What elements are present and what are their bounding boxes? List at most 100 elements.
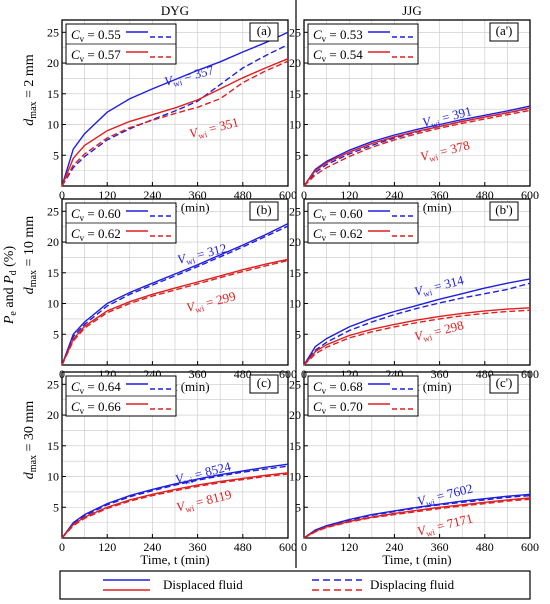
plot-frame	[61, 19, 289, 187]
series-blue-solid	[61, 463, 289, 539]
y-tick-label: 10	[289, 297, 301, 311]
cv-legend-text: Cv = 0.54	[313, 47, 363, 64]
vwi-annotation: Vwi = 391	[421, 103, 474, 132]
row-label-2mm: dmax = 2 mm	[22, 54, 39, 126]
y-tick-label: 15	[47, 266, 59, 280]
series-blue-solid	[61, 31, 289, 187]
y-tick-label: 20	[289, 408, 301, 422]
y-tick-label: 25	[289, 25, 301, 39]
panel-id-label: (c)	[257, 375, 271, 390]
vwi-annotation: Vwi = 299	[185, 288, 238, 317]
vwi-annotation: Vwi = 312	[176, 240, 229, 269]
bottom-legend-box	[59, 570, 531, 600]
vwi-annotation: Vwi = 378	[419, 137, 472, 166]
series-red-dashed	[61, 259, 289, 366]
y-tick-label: 5	[53, 148, 59, 162]
cv-legend-text: Cv = 0.70	[313, 399, 363, 416]
cv-legend-text: Cv = 0.55	[71, 27, 121, 44]
y-tick-label: 5	[295, 327, 301, 341]
y-tick-label: 5	[53, 327, 59, 341]
series-red-dashed	[61, 60, 289, 187]
panel-id-box	[489, 374, 519, 394]
series-red-solid	[303, 307, 531, 366]
y-tick-label: 10	[47, 470, 59, 484]
series-red-solid	[61, 58, 289, 187]
series-blue-dashed	[61, 465, 289, 539]
panel-id-label: (a)	[257, 23, 271, 38]
plot-frame	[61, 198, 289, 366]
y-tick-label: 15	[47, 439, 59, 453]
y-tick-label: 10	[289, 118, 301, 132]
cv-legend-text: Cv = 0.64	[71, 379, 121, 396]
x-tick-label: 480	[476, 540, 494, 554]
legend-solid-label: Displaced fluid	[163, 577, 243, 592]
panel-id-box	[249, 22, 279, 42]
series-red-solid	[61, 472, 289, 539]
x-tick-label: 360	[189, 540, 207, 554]
series-blue-dashed	[61, 43, 289, 187]
y-tick-label: 20	[47, 56, 59, 70]
cv-legend-text: Cv = 0.60	[313, 206, 363, 223]
x-tick-label: 600	[521, 540, 539, 554]
y-tick-label: 15	[289, 87, 301, 101]
bottom-legend: Displaced fluid Displacing fluid	[59, 570, 531, 600]
legend-dashed-label: Displacing fluid	[370, 577, 455, 592]
y-tick-label: 5	[295, 148, 301, 162]
y-tick-label: 25	[47, 377, 59, 391]
y-tick-label: 15	[47, 87, 59, 101]
y-tick-label: 20	[47, 408, 59, 422]
panel-id-box	[489, 22, 519, 42]
x-tick-label: 240	[385, 540, 403, 554]
plot-frame	[303, 198, 531, 366]
column-title-jjg: JJG	[402, 3, 422, 18]
y-tick-label: 10	[47, 297, 59, 311]
cv-legend-text: Cv = 0.53	[313, 27, 363, 44]
cv-legend-text: Cv = 0.57	[71, 47, 121, 64]
x-tick-label: 120	[98, 540, 116, 554]
series-red-solid	[61, 258, 289, 366]
column-title-dyg: DYG	[161, 3, 189, 18]
y-tick-label: 25	[289, 377, 301, 391]
panel-id-label: (b')	[495, 202, 513, 217]
cv-legend-text: Cv = 0.60	[71, 206, 121, 223]
x-tick-label: 0	[301, 188, 307, 202]
y-tick-label: 20	[47, 235, 59, 249]
vwi-annotation: Vwi = 357	[163, 62, 216, 91]
cv-legend-text: Cv = 0.68	[313, 379, 363, 396]
vwi-annotation: Vwi = 7602	[416, 480, 475, 510]
plot-frame	[303, 19, 531, 187]
x-axis-label: Time, t (min)	[140, 552, 209, 567]
x-tick-label: 480	[234, 540, 252, 554]
y-tick-label: 10	[47, 118, 59, 132]
y-tick-label: 20	[289, 56, 301, 70]
y-tick-label: 5	[53, 500, 59, 514]
cv-legend-text: Cv = 0.62	[313, 226, 363, 243]
x-tick-label: 0	[301, 540, 307, 554]
series-red-solid	[303, 107, 531, 187]
x-tick-label: 240	[143, 540, 161, 554]
y-tick-label: 15	[289, 266, 301, 280]
row-label-30mm: dmax = 30 mm	[22, 401, 39, 480]
series-blue-solid	[303, 105, 531, 187]
panel-c: 5 10 15 20 25 0 120 240 360 480 600 Time, t (min) Cv…	[47, 371, 297, 567]
vwi-annotation: Vwi = 351	[188, 114, 241, 143]
panel-id-label: (a')	[496, 23, 513, 38]
x-tick-label: 0	[59, 540, 65, 554]
panel-cp: 5 10 15 20 25 0 120 240 360 480 600 Time, t (min) Cv…	[289, 371, 539, 567]
series-blue-solid	[303, 278, 531, 366]
cv-legend-text: Cv = 0.62	[71, 226, 121, 243]
cv-legend-text: Cv = 0.66	[71, 399, 121, 416]
x-tick-label: 360	[431, 540, 449, 554]
x-axis-label: Time, t (min)	[382, 552, 451, 567]
y-tick-label: 20	[289, 235, 301, 249]
panel-id-box	[249, 374, 279, 394]
vwi-annotation: Vwi = 7171	[416, 510, 475, 540]
plot-frame	[61, 371, 289, 539]
y-tick-label: 25	[47, 204, 59, 218]
y-tick-label: 25	[289, 204, 301, 218]
